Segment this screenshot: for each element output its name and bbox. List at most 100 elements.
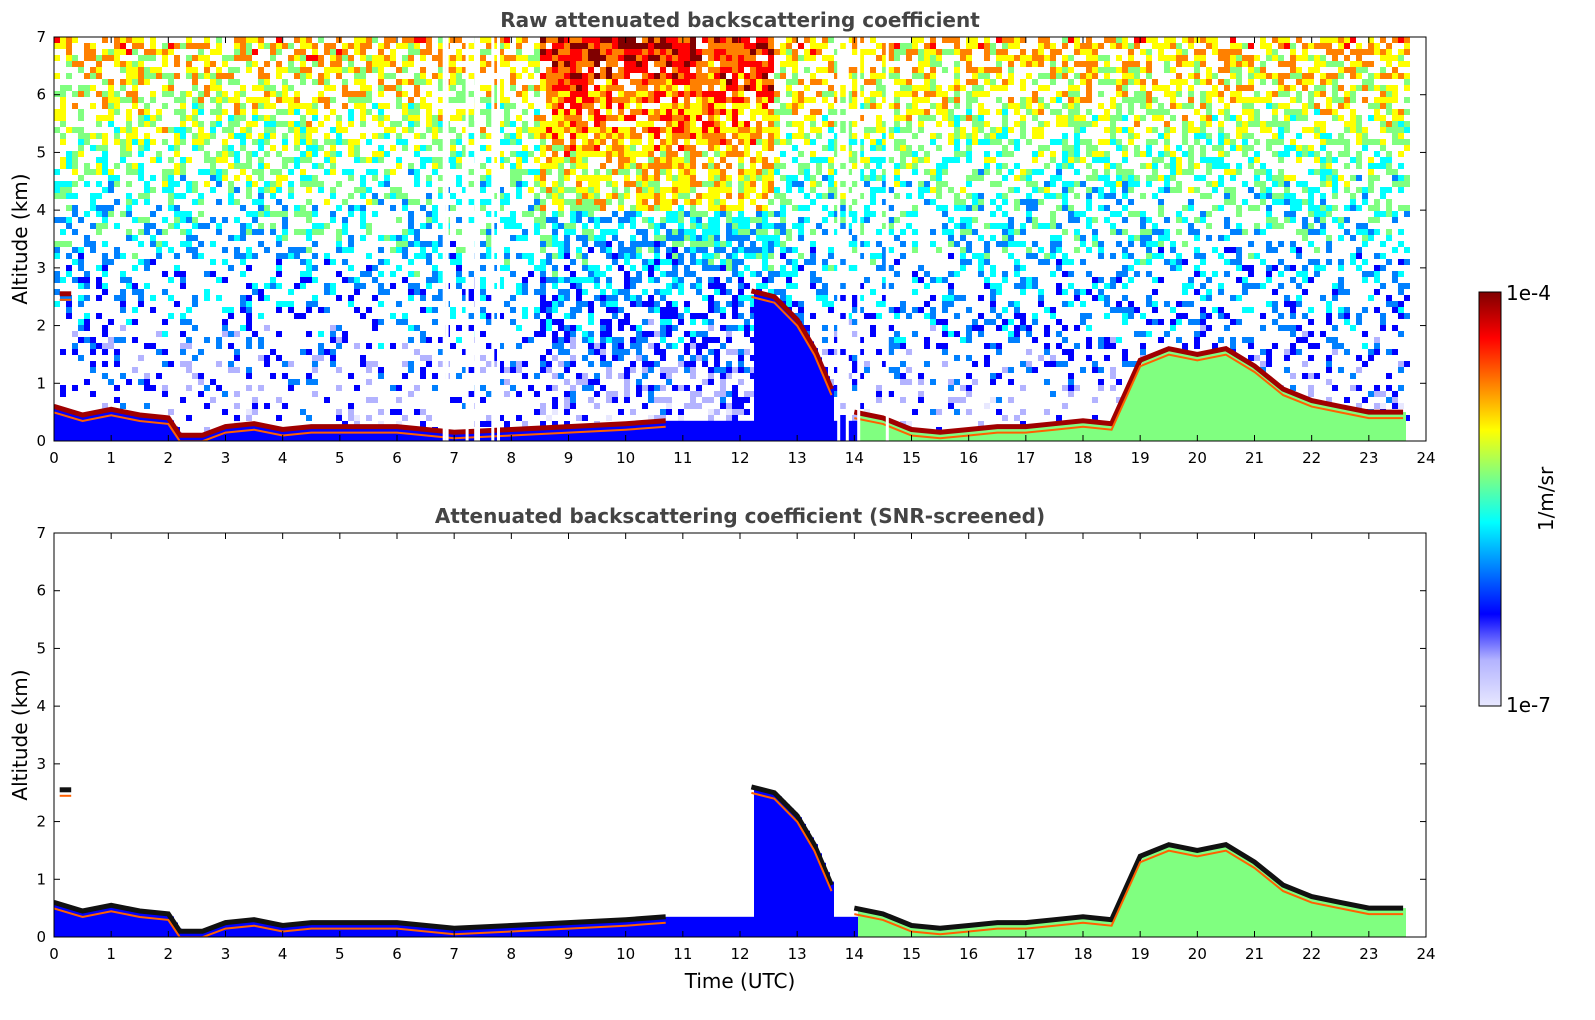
heatmap-cell (540, 121, 546, 127)
heatmap-cell (960, 385, 966, 391)
heatmap-cell (498, 127, 504, 133)
heatmap-cell (894, 67, 900, 73)
heatmap-cell (408, 103, 414, 109)
heatmap-cell (168, 247, 174, 253)
heatmap-cell (600, 43, 606, 49)
heatmap-cell (966, 307, 972, 313)
heatmap-cell (516, 37, 522, 43)
heatmap-cell (276, 43, 282, 49)
heatmap-cell (504, 43, 510, 49)
heatmap-cell (498, 199, 504, 205)
heatmap-cell (660, 49, 666, 55)
heatmap-cell (150, 139, 156, 145)
heatmap-cell (438, 109, 444, 115)
heatmap-cell (894, 115, 900, 121)
heatmap-cell (558, 43, 564, 49)
heatmap-cell (708, 235, 714, 241)
heatmap-cell (630, 97, 636, 103)
heatmap-cell (366, 139, 372, 145)
heatmap-cell (972, 217, 978, 223)
heatmap-cell (942, 349, 948, 355)
heatmap-cell (312, 355, 318, 361)
heatmap-cell (588, 265, 594, 271)
heatmap-cell (780, 73, 786, 79)
heatmap-cell (678, 49, 684, 55)
heatmap-cell (894, 181, 900, 187)
heatmap-cell (750, 307, 756, 313)
heatmap-cell (456, 49, 462, 55)
heatmap-cell (660, 397, 666, 403)
heatmap-cell (426, 43, 432, 49)
heatmap-cell (624, 289, 630, 295)
heatmap-cell (792, 301, 798, 307)
heatmap-cell (432, 55, 438, 61)
heatmap-cell (618, 169, 624, 175)
heatmap-cell (666, 55, 672, 61)
heatmap-cell (678, 37, 684, 43)
heatmap-cell (708, 205, 714, 211)
heatmap-cell (138, 289, 144, 295)
heatmap-cell (642, 187, 648, 193)
heatmap-cell (834, 109, 840, 115)
heatmap-cell (288, 55, 294, 61)
heatmap-cell (564, 187, 570, 193)
heatmap-cell (306, 415, 312, 421)
heatmap-cell (702, 397, 708, 403)
heatmap-cell (882, 265, 888, 271)
heatmap-cell (72, 229, 78, 235)
heatmap-cell (648, 91, 654, 97)
heatmap-cell (606, 169, 612, 175)
heatmap-cell (726, 409, 732, 415)
heatmap-cell (270, 181, 276, 187)
heatmap-cell (102, 151, 108, 157)
heatmap-cell (84, 337, 90, 343)
heatmap-cell (672, 73, 678, 79)
heatmap-cell (840, 349, 846, 355)
heatmap-cell (822, 337, 828, 343)
heatmap-cell (216, 337, 222, 343)
heatmap-cell (996, 127, 1002, 133)
heatmap-cell (984, 241, 990, 247)
heatmap-cell (144, 139, 150, 145)
heatmap-cell (696, 241, 702, 247)
heatmap-cell (630, 235, 636, 241)
heatmap-cell (756, 235, 762, 241)
heatmap-cell (876, 163, 882, 169)
heatmap-cell (480, 85, 486, 91)
heatmap-cell (690, 259, 696, 265)
heatmap-cell (894, 127, 900, 133)
heatmap-cell (552, 253, 558, 259)
heatmap-cell (894, 91, 900, 97)
heatmap-cell (738, 187, 744, 193)
heatmap-cell (756, 223, 762, 229)
heatmap-cell (612, 187, 618, 193)
heatmap-cell (102, 211, 108, 217)
heatmap-cell (276, 61, 282, 67)
heatmap-cell (972, 205, 978, 211)
heatmap-cell (552, 157, 558, 163)
heatmap-cell (636, 181, 642, 187)
heatmap-cell (756, 169, 762, 175)
heatmap-cell (582, 79, 588, 85)
heatmap-cell (696, 199, 702, 205)
heatmap-cell (366, 85, 372, 91)
heatmap-cell (864, 409, 870, 415)
heatmap-cell (186, 211, 192, 217)
heatmap-cell (624, 217, 630, 223)
heatmap-cell (810, 259, 816, 265)
heatmap-cell (750, 253, 756, 259)
heatmap-cell (168, 193, 174, 199)
heatmap-cell (978, 109, 984, 115)
heatmap-cell (486, 49, 492, 55)
heatmap-cell (234, 157, 240, 163)
heatmap-cell (1014, 259, 1020, 265)
heatmap-cell (990, 319, 996, 325)
heatmap-cell (756, 133, 762, 139)
heatmap-cell (708, 325, 714, 331)
heatmap-cell (396, 103, 402, 109)
heatmap-cell (306, 187, 312, 193)
heatmap-cell (672, 139, 678, 145)
heatmap-cell (588, 55, 594, 61)
heatmap-cell (126, 151, 132, 157)
heatmap-cell (984, 157, 990, 163)
